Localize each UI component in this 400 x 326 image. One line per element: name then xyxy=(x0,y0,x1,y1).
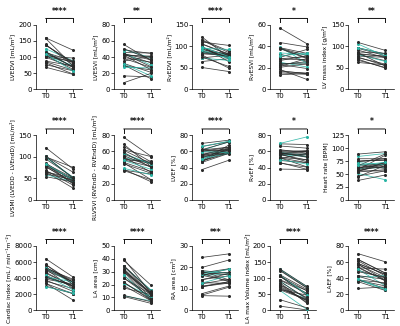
Text: ****: **** xyxy=(208,7,223,16)
Y-axis label: RvEDVI [mL/m²]: RvEDVI [mL/m²] xyxy=(166,34,172,81)
Y-axis label: RLVSVI (RVEndD - RVEndD) [mL/m²]: RLVSVI (RVEndD - RVEndD) [mL/m²] xyxy=(92,115,98,220)
Text: **: ** xyxy=(368,7,375,16)
Text: ****: **** xyxy=(286,228,301,237)
Text: *: * xyxy=(370,117,373,126)
Y-axis label: RvESVI [mL/m²]: RvESVI [mL/m²] xyxy=(249,34,254,80)
Text: ****: **** xyxy=(52,228,67,237)
Y-axis label: RvEF [%]: RvEF [%] xyxy=(249,154,254,181)
Text: ****: **** xyxy=(130,117,145,126)
Y-axis label: LVEDVI [mL/m²]: LVEDVI [mL/m²] xyxy=(10,34,16,80)
Text: ****: **** xyxy=(52,7,67,16)
Text: **: ** xyxy=(133,7,141,16)
Y-axis label: LAEF [%]: LAEF [%] xyxy=(328,265,332,291)
Y-axis label: LVSMI (LVEDD - LVEndD) [mL/m²]: LVSMI (LVEDD - LVEndD) [mL/m²] xyxy=(10,119,16,216)
Y-axis label: RA area [cm²]: RA area [cm²] xyxy=(171,258,176,299)
Text: *: * xyxy=(292,7,295,16)
Text: ***: *** xyxy=(210,228,221,237)
Y-axis label: LV mass index [g/m²]: LV mass index [g/m²] xyxy=(322,26,328,88)
Text: ****: **** xyxy=(130,228,145,237)
Y-axis label: Heart rate [BPM]: Heart rate [BPM] xyxy=(323,143,328,192)
Y-axis label: LA area [cm]: LA area [cm] xyxy=(93,259,98,297)
Text: ****: **** xyxy=(208,117,223,126)
Y-axis label: Cardiac index [mL / min⁻¹m⁻²]: Cardiac index [mL / min⁻¹m⁻²] xyxy=(6,233,11,323)
Y-axis label: LVEF [%]: LVEF [%] xyxy=(171,155,176,181)
Y-axis label: LA max Volume index [mL/m²]: LA max Volume index [mL/m²] xyxy=(244,233,250,323)
Text: ****: **** xyxy=(52,117,67,126)
Y-axis label: LVESVI [mL/m²]: LVESVI [mL/m²] xyxy=(93,34,98,80)
Text: *: * xyxy=(292,117,295,126)
Text: ****: **** xyxy=(364,228,379,237)
